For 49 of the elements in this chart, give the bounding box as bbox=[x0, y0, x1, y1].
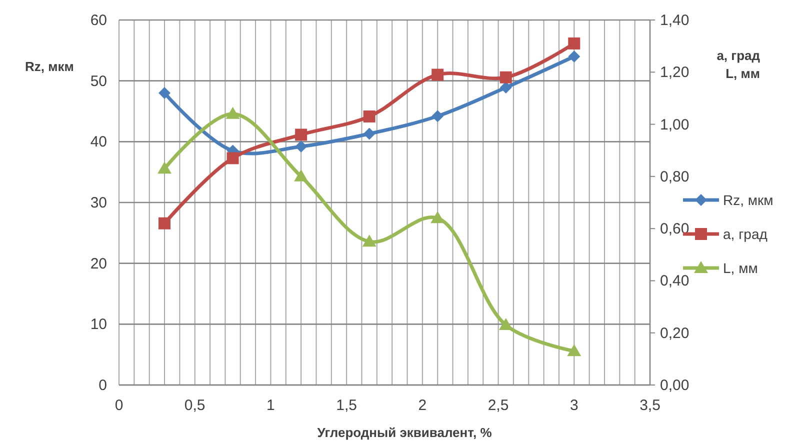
point bbox=[432, 110, 444, 122]
point bbox=[294, 169, 308, 182]
point bbox=[363, 128, 376, 140]
y2-tick-label: 1,20 bbox=[660, 64, 690, 82]
point bbox=[363, 110, 376, 122]
y2-axis-title: а, град L, мм bbox=[716, 48, 761, 81]
y-tick-label: 50 bbox=[90, 72, 107, 90]
point bbox=[500, 71, 512, 84]
y-tick-label: 0 bbox=[98, 377, 107, 394]
y-tick-label: 60 bbox=[90, 12, 107, 29]
x-tick-label: 2,5 bbox=[488, 397, 509, 414]
x-tick-label: 2 bbox=[418, 397, 427, 414]
legend-label: Rz, мкм bbox=[723, 192, 774, 208]
y2-tick-label: 0,40 bbox=[660, 272, 690, 290]
y2-tick-label: 1,40 bbox=[660, 12, 690, 29]
point bbox=[158, 217, 171, 230]
point bbox=[295, 140, 308, 153]
point bbox=[226, 152, 239, 164]
y-axis-title: Rz, мкм bbox=[25, 59, 74, 74]
point bbox=[158, 162, 172, 174]
x-tick-label: 1 bbox=[266, 397, 275, 414]
point bbox=[158, 87, 171, 99]
point bbox=[498, 318, 513, 330]
y2-tick-label: 0,60 bbox=[660, 220, 690, 238]
point bbox=[226, 106, 240, 119]
y-tick-label: 10 bbox=[90, 316, 107, 334]
y2-tick-label: 0,80 bbox=[660, 168, 690, 186]
x-tick-label: 3,5 bbox=[640, 397, 660, 414]
x-axis-title: Углеродный эквивалент, % bbox=[317, 425, 492, 440]
x-tick-label: 3 bbox=[570, 397, 578, 414]
y2-tick-label: 1,00 bbox=[660, 116, 690, 134]
x-tick-label: 1,5 bbox=[336, 397, 357, 414]
point bbox=[567, 344, 582, 356]
point bbox=[568, 37, 580, 50]
point bbox=[362, 234, 376, 247]
legend-label: а, град bbox=[723, 226, 768, 242]
y2-tick-label: 0,00 bbox=[660, 377, 690, 394]
legend-label: L, мм bbox=[723, 260, 758, 276]
point bbox=[568, 50, 580, 62]
y-tick-label: 30 bbox=[90, 194, 107, 212]
point bbox=[430, 211, 445, 224]
point bbox=[500, 82, 512, 94]
x-tick-label: 0 bbox=[114, 397, 124, 414]
y-tick-label: 40 bbox=[90, 134, 107, 151]
y-tick-label: 20 bbox=[90, 255, 107, 272]
x-tick-label: 0,5 bbox=[184, 397, 206, 414]
y2-tick-label: 0,20 bbox=[660, 324, 690, 342]
point bbox=[432, 68, 444, 81]
point bbox=[295, 128, 308, 141]
